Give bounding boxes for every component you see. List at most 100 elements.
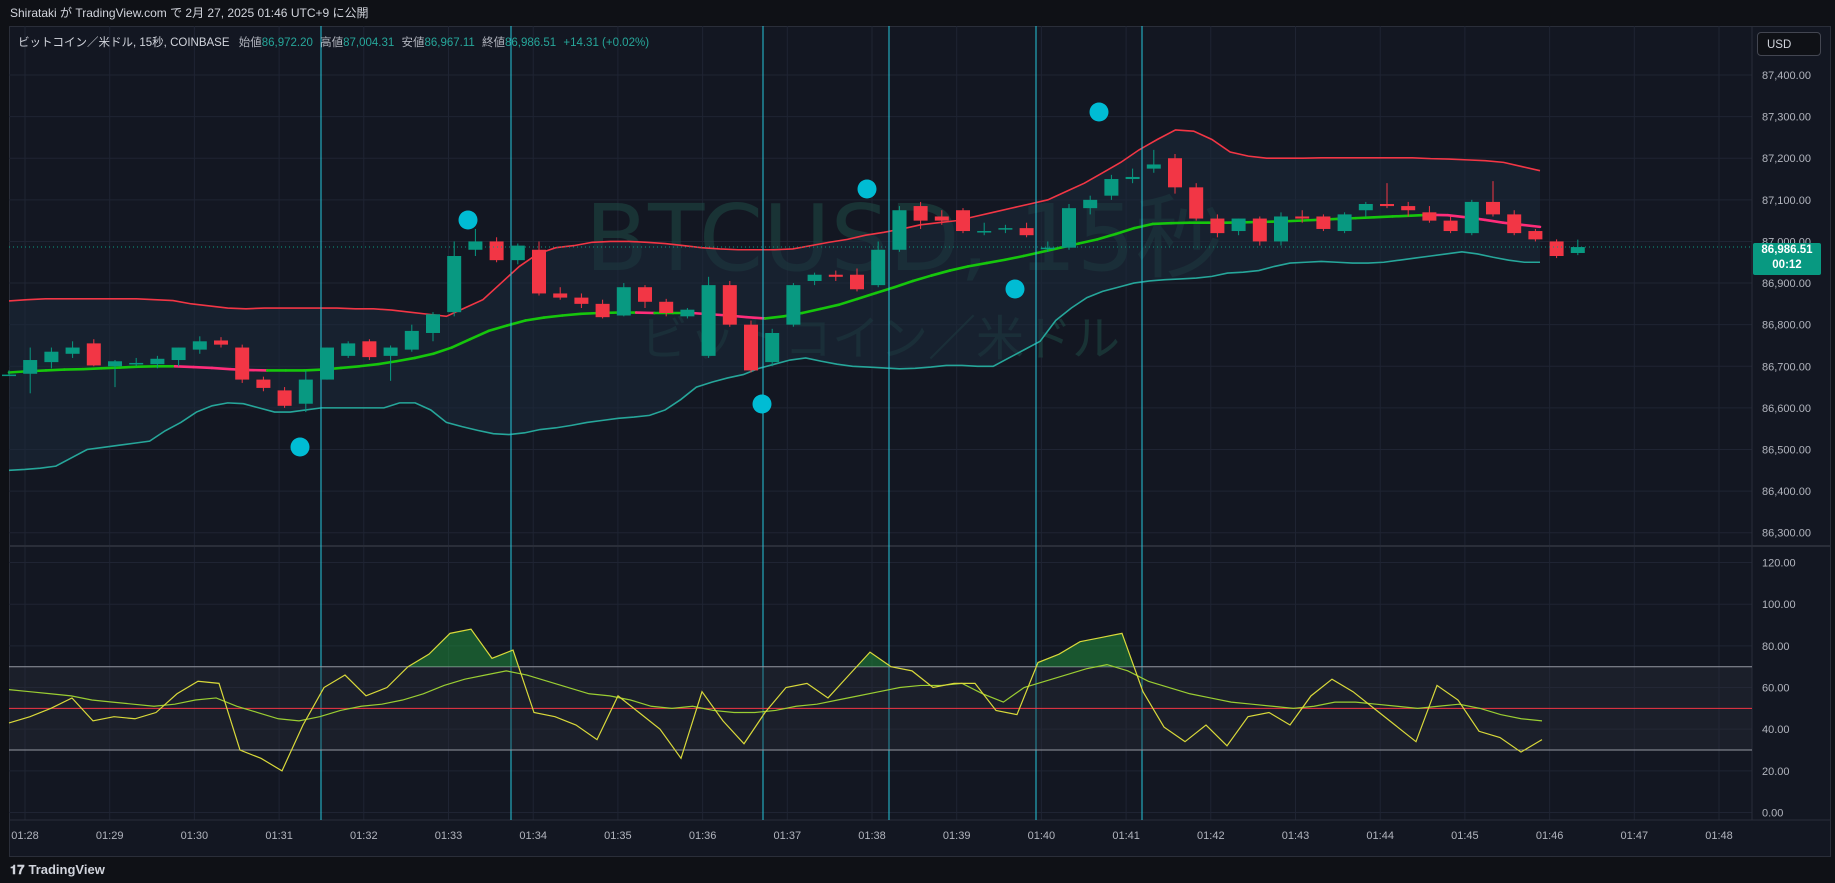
legend-open-value: 86,972.20 xyxy=(261,37,313,49)
candle-body xyxy=(871,249,886,286)
bollinger-basis-segment xyxy=(745,315,767,320)
candle-body xyxy=(214,340,228,345)
candle-body xyxy=(595,303,610,318)
bollinger-basis-segment xyxy=(1003,254,1025,262)
candle-body xyxy=(765,332,780,363)
time-tick-label: 01:31 xyxy=(265,830,293,842)
candle xyxy=(1019,222,1034,238)
time-tick-label: 01:41 xyxy=(1112,830,1140,842)
bar-countdown: 00:12 xyxy=(1772,259,1802,271)
candle-body xyxy=(1464,201,1479,234)
candle-body xyxy=(426,314,440,333)
rsi-overbought-fill xyxy=(1036,633,1134,667)
candle-body xyxy=(1486,201,1500,215)
candle xyxy=(1507,210,1522,236)
candle-body xyxy=(1401,206,1416,211)
candle-body xyxy=(1422,212,1437,221)
candle xyxy=(1083,195,1098,215)
candle xyxy=(86,339,101,367)
candle xyxy=(23,347,38,394)
candle-body xyxy=(1358,203,1373,211)
currency-button[interactable]: USD xyxy=(1757,32,1821,56)
bollinger-basis-segment xyxy=(1483,218,1505,225)
candle-body xyxy=(341,343,356,356)
bollinger-upper-line xyxy=(8,129,1541,318)
signal-markers xyxy=(290,102,1109,457)
bollinger-basis-segment xyxy=(487,324,509,333)
time-tick-label: 01:43 xyxy=(1282,830,1310,842)
candle-body xyxy=(23,360,38,374)
candle xyxy=(44,347,59,369)
chart-canvas[interactable]: BTCUSD, 15秒 ビットコイン／米ドル 87,400.0087,300.0… xyxy=(0,0,1835,857)
bollinger-fill xyxy=(9,129,1540,471)
bollinger-basis-segment xyxy=(874,285,896,295)
candle-body xyxy=(1231,218,1246,232)
candle xyxy=(214,337,228,348)
candle-body xyxy=(404,330,419,350)
candle-body xyxy=(850,274,864,290)
bollinger-basis-segment xyxy=(524,316,546,322)
time-tick-label: 01:44 xyxy=(1366,830,1394,842)
candle xyxy=(108,360,122,388)
candle xyxy=(828,270,843,281)
candle xyxy=(977,222,992,236)
candle xyxy=(468,228,483,257)
candle xyxy=(1528,228,1543,242)
candle xyxy=(1040,241,1055,252)
candle xyxy=(341,341,356,358)
candle-body xyxy=(1337,214,1352,232)
candle-body xyxy=(129,362,144,365)
bollinger-basis-segment xyxy=(376,359,398,366)
candle xyxy=(616,283,631,317)
candle-body xyxy=(1083,199,1098,209)
bollinger-basis-segment xyxy=(192,365,214,370)
time-tick-label: 01:30 xyxy=(181,830,209,842)
candle-body xyxy=(934,216,949,221)
candle-body xyxy=(722,285,737,325)
candle-body xyxy=(108,361,122,367)
time-tick-label: 01:45 xyxy=(1451,830,1479,842)
candle xyxy=(659,298,674,317)
candle-body xyxy=(807,274,822,281)
bollinger-basis-segment xyxy=(358,362,380,368)
candle xyxy=(871,241,886,288)
tradingview-logo[interactable]: 𝟏𝟕 TradingView xyxy=(10,862,105,878)
candle-body xyxy=(1507,214,1522,234)
bollinger-basis-segment xyxy=(1372,215,1394,219)
candle xyxy=(1062,203,1076,250)
bollinger-basis-segment xyxy=(302,368,324,372)
candle xyxy=(1210,214,1225,238)
bollinger-basis-segment xyxy=(173,364,195,369)
publish-info: Shirataki が TradingView.com で 2月 27, 202… xyxy=(0,0,1835,26)
bollinger-basis-segment xyxy=(1298,218,1320,222)
candle-body xyxy=(362,341,377,358)
candle-body xyxy=(192,341,207,350)
time-tick-label: 01:35 xyxy=(604,830,632,842)
signal-dot xyxy=(290,437,310,457)
candle xyxy=(404,324,419,352)
legend-high-label: 高値 xyxy=(320,37,344,49)
bollinger-basis-segment xyxy=(985,258,1007,265)
price-tick-label: 87,100.00 xyxy=(1762,195,1811,207)
rsi-overbought-fill xyxy=(408,629,519,667)
candle xyxy=(256,376,271,392)
candle xyxy=(934,210,949,225)
price-axis: 87,400.0087,300.0087,200.0087,100.0087,0… xyxy=(1762,70,1811,820)
legend-low-label: 安値 xyxy=(401,37,425,49)
candle-body xyxy=(489,241,504,261)
bollinger-basis-segment xyxy=(99,366,121,370)
rsi-pane xyxy=(8,628,1752,772)
time-tick-label: 01:36 xyxy=(689,830,717,842)
signal-dot xyxy=(458,210,478,230)
candle xyxy=(150,355,165,369)
legend-symbol: ビットコイン／米ドル, 15秒, COINBASE xyxy=(18,37,230,49)
time-tick-label: 01:33 xyxy=(435,830,463,842)
candle xyxy=(532,241,546,296)
candle-body xyxy=(1019,228,1034,236)
legend-change: +14.31 (+0.02%) xyxy=(563,37,650,49)
bollinger-basis-segment xyxy=(819,303,841,311)
bollinger-basis-segment xyxy=(763,315,786,320)
candle xyxy=(1231,218,1246,236)
candle-body xyxy=(616,287,631,316)
time-tick-label: 01:38 xyxy=(858,830,886,842)
